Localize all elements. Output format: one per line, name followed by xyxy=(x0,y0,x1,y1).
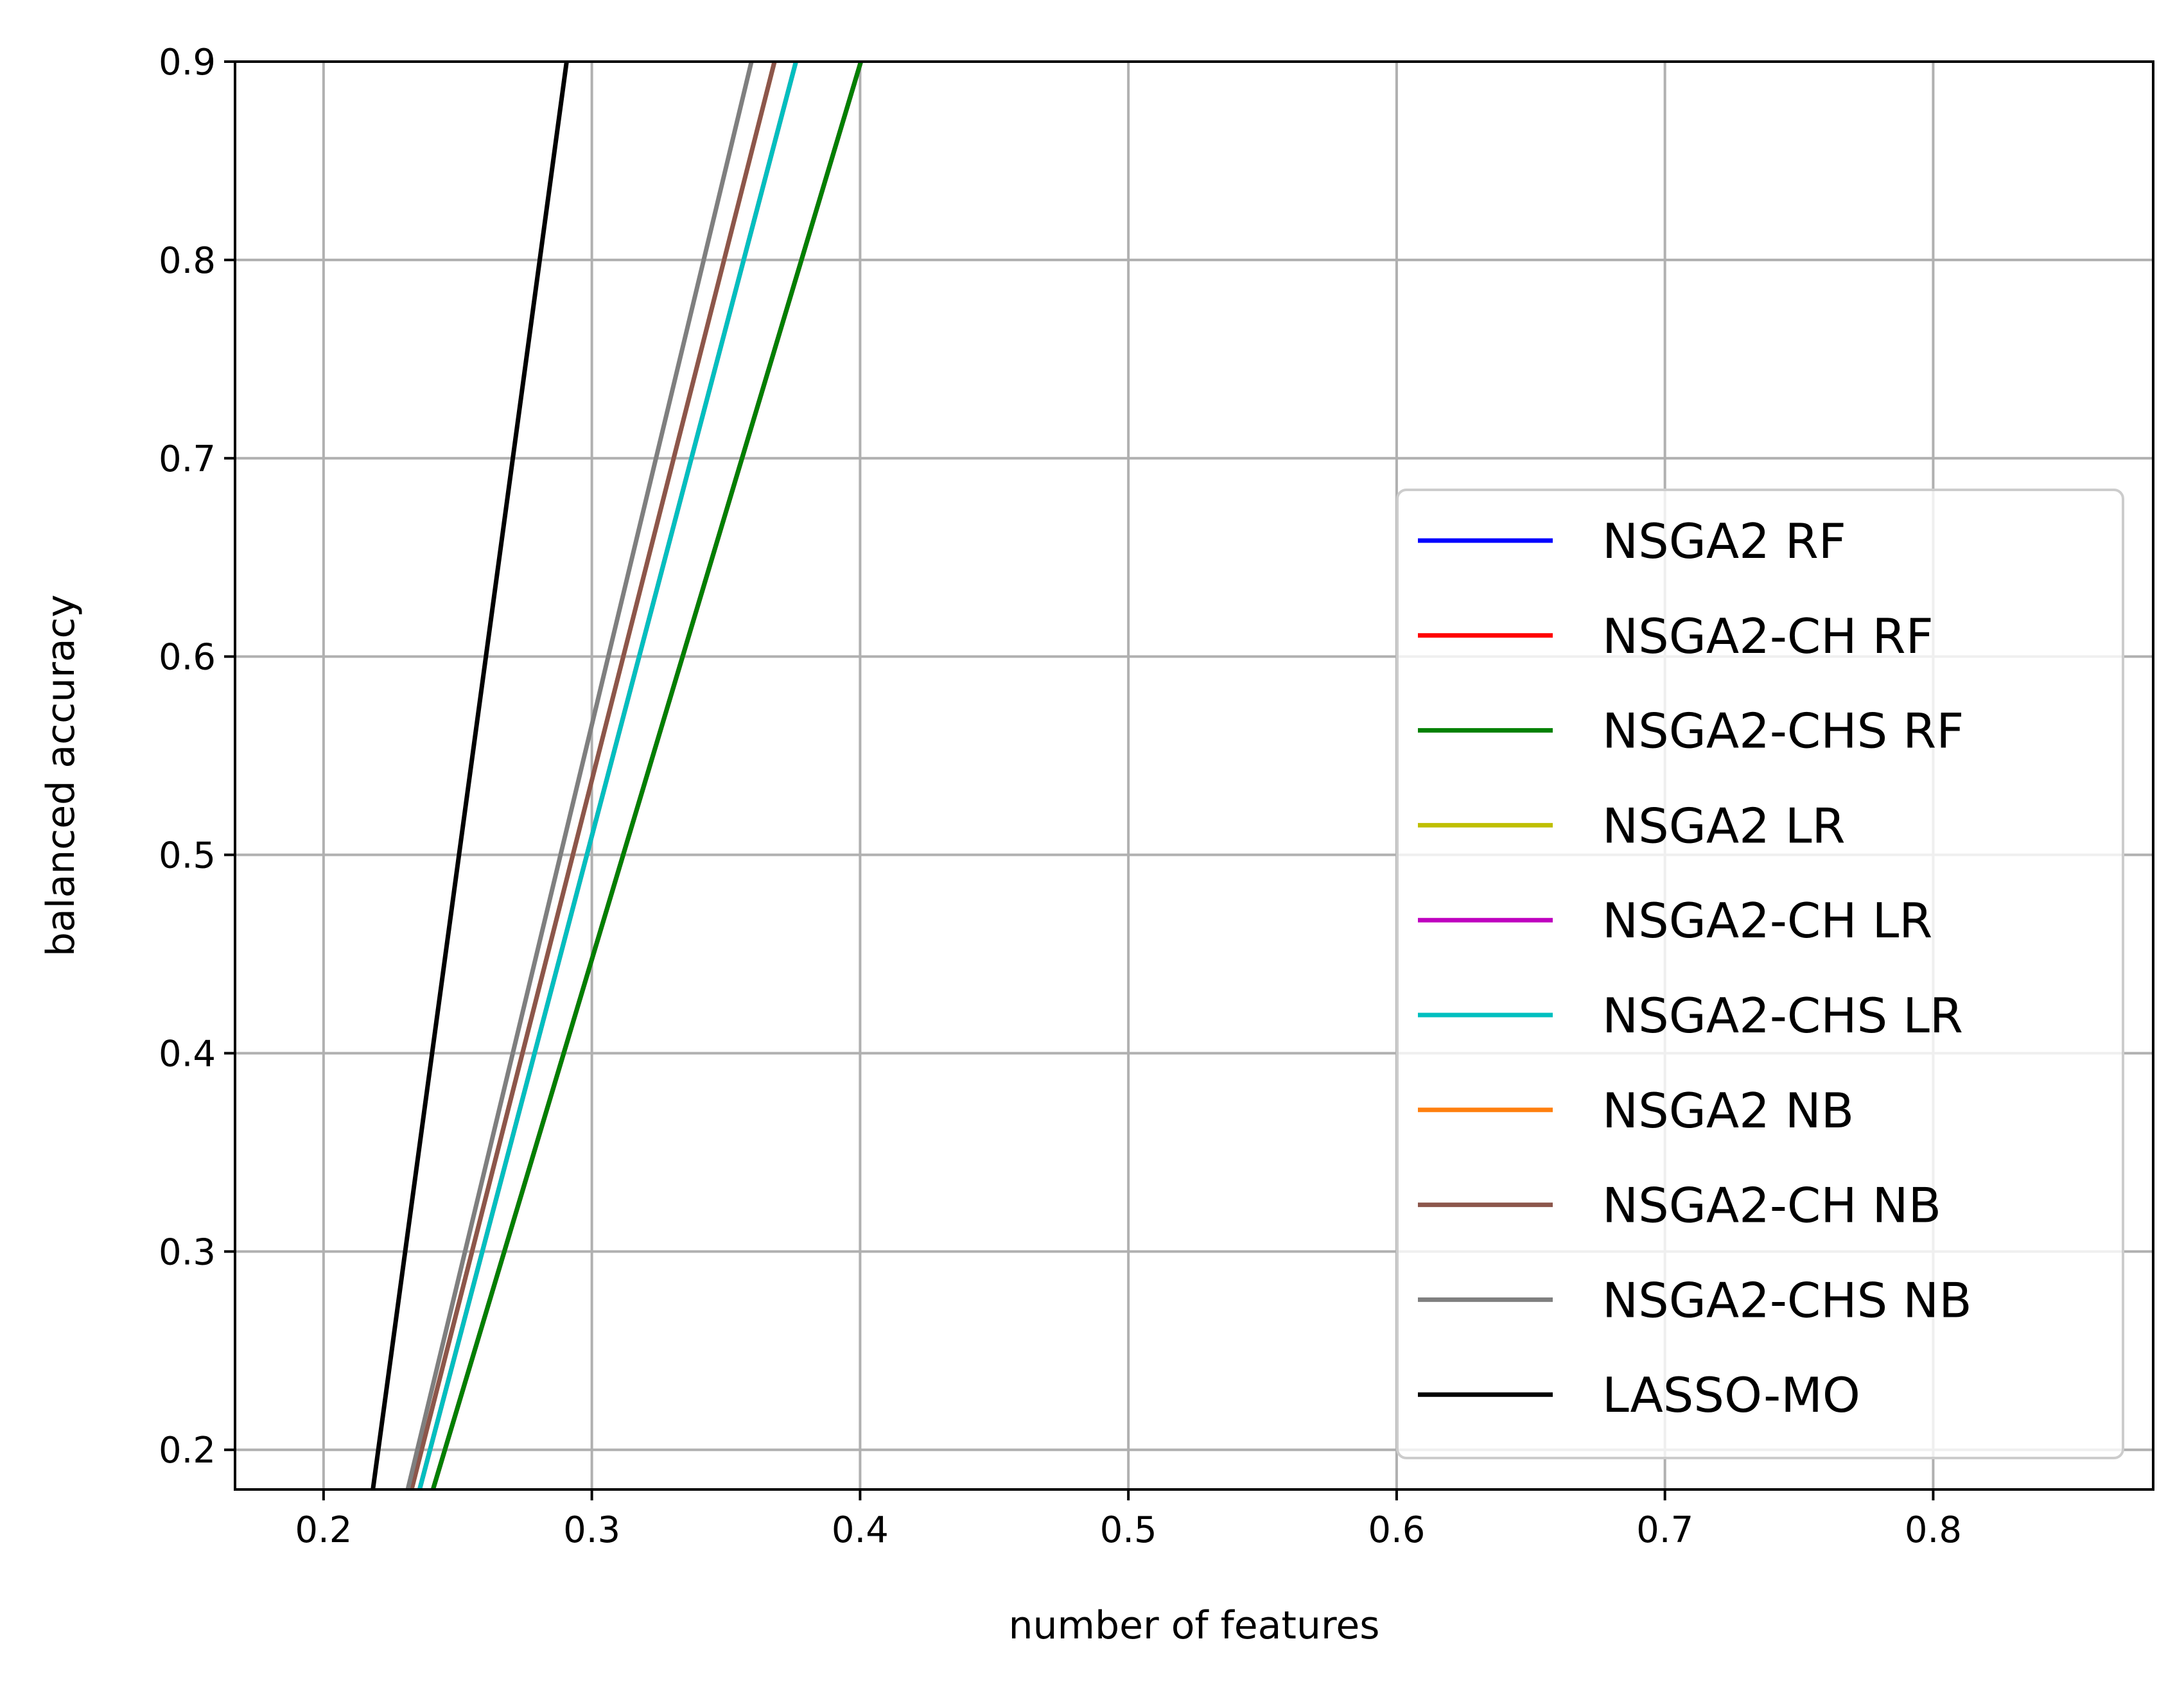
x-axis-label: number of features xyxy=(1008,1603,1379,1648)
y-tick-label: 0.7 xyxy=(159,438,216,480)
plot-frame xyxy=(234,60,2154,1491)
y-tick-label: 0.3 xyxy=(159,1231,216,1273)
legend-label: NSGA2-CHS LR xyxy=(1602,987,1963,1044)
legend-label: NSGA2 NB xyxy=(1602,1082,1854,1139)
y-tick-label: 0.6 xyxy=(159,637,216,679)
legend-label: LASSO-MO xyxy=(1602,1367,1860,1423)
series-line-5 xyxy=(417,61,798,1490)
legend: NSGA2 RF NSGA2-CH RF NSGA2-CHS RF NSGA2 LR N… xyxy=(1396,489,2124,1459)
legend-label: NSGA2 RF xyxy=(1602,513,1846,569)
y-axis-label: balanced accuracy xyxy=(39,595,83,957)
y-tick-label: 0.4 xyxy=(159,1033,216,1075)
legend-label: NSGA2-CHS NB xyxy=(1602,1272,1972,1328)
y-tick-label: 0.5 xyxy=(159,835,216,877)
legend-label: NSGA2 LR xyxy=(1602,797,1846,854)
legend-label: NSGA2-CH NB xyxy=(1602,1177,1941,1234)
legend-label: NSGA2-CH RF xyxy=(1602,608,1934,664)
x-tick-label: 0.2 xyxy=(295,1509,352,1551)
series-line-8 xyxy=(405,61,754,1490)
x-tick-label: 0.6 xyxy=(1368,1509,1425,1551)
legend-label: NSGA2-CH LR xyxy=(1602,892,1932,949)
x-tick-label: 0.8 xyxy=(1905,1509,1962,1551)
y-tick-label: 0.9 xyxy=(159,42,216,83)
x-tick-label: 0.7 xyxy=(1636,1509,1693,1551)
legend-box xyxy=(1396,489,2124,1459)
series-line-7 xyxy=(409,61,777,1490)
x-tick-label: 0.4 xyxy=(832,1509,889,1551)
y-tick-label: 0.2 xyxy=(159,1430,216,1471)
legend-label: NSGA2-CHS RF xyxy=(1602,703,1964,760)
ticks: 0.2 0.3 0.4 0.5 0.6 0.7 0.8 0.2 0.3 0.4 0.5 0.6 0.7 0… xyxy=(159,42,1962,1551)
x-tick-label: 0.3 xyxy=(563,1509,620,1551)
series-line-9 xyxy=(371,61,569,1490)
series-layer xyxy=(371,60,863,1491)
y-tick-label: 0.8 xyxy=(159,240,216,282)
series-line-2 xyxy=(430,60,863,1491)
x-tick-label: 0.5 xyxy=(1100,1509,1157,1551)
